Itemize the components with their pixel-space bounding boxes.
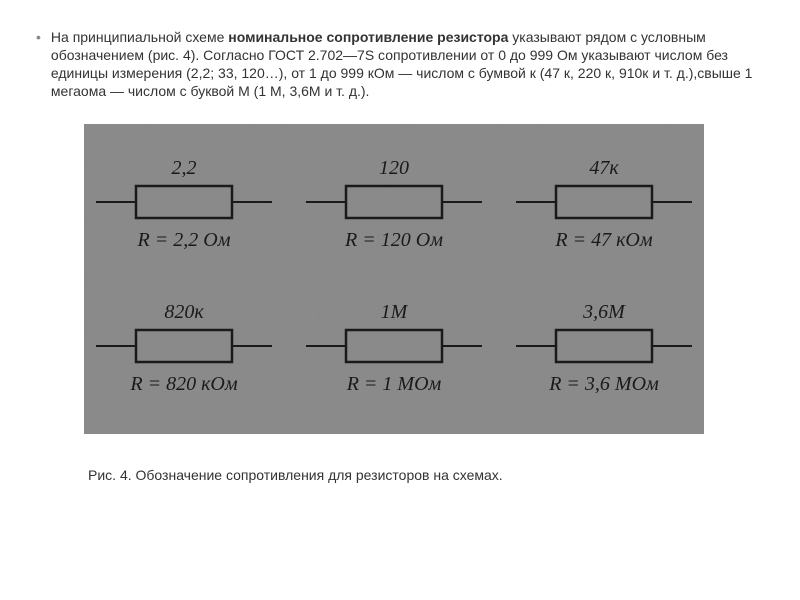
resistor-symbol: 820к R = 820 кОм xyxy=(96,301,272,395)
resistor-label: 120 xyxy=(379,157,409,179)
resistor-value: R = 3,6 МОм xyxy=(548,373,659,395)
resistor-label: 47к xyxy=(589,157,619,179)
resistor-label: 1М xyxy=(381,301,409,323)
figure-caption: Рис. 4. Обозначение сопротивления для ре… xyxy=(36,467,764,483)
resistor-symbol: 2,2 R = 2,2 Ом xyxy=(96,157,272,251)
resistor-symbol: 3,6М R = 3,6 МОм xyxy=(516,301,692,395)
resistor-label: 820к xyxy=(164,301,204,323)
resistor-value: R = 820 кОм xyxy=(129,373,238,395)
resistor-value: R = 120 Ом xyxy=(344,229,443,251)
bullet-dot: • xyxy=(36,28,41,46)
resistor-value: R = 2,2 Ом xyxy=(137,229,231,251)
resistor-value: R = 1 МОм xyxy=(346,373,442,395)
paragraph-lead: На принципиальной схеме xyxy=(51,29,228,45)
resistor-label: 3,6М xyxy=(582,301,626,323)
resistor-symbol: 1М R = 1 МОм xyxy=(306,301,482,395)
resistor-symbol: 47к R = 47 кОм xyxy=(516,157,692,251)
paragraph-bold: номинальное сопротивление резистора xyxy=(228,29,508,45)
paragraph: На принципиальной схеме номинальное сопр… xyxy=(51,28,764,100)
resistor-label: 2,2 xyxy=(172,157,197,179)
diagram-container: 2,2 R = 2,2 Ом 120 R = 120 Ом 47к R = 47 кОм 8… xyxy=(36,124,764,439)
resistor-diagram: 2,2 R = 2,2 Ом 120 R = 120 Ом 47к R = 47 кОм 8… xyxy=(84,124,704,434)
resistor-value: R = 47 кОм xyxy=(554,229,653,251)
resistor-symbol: 120 R = 120 Ом xyxy=(306,157,482,251)
